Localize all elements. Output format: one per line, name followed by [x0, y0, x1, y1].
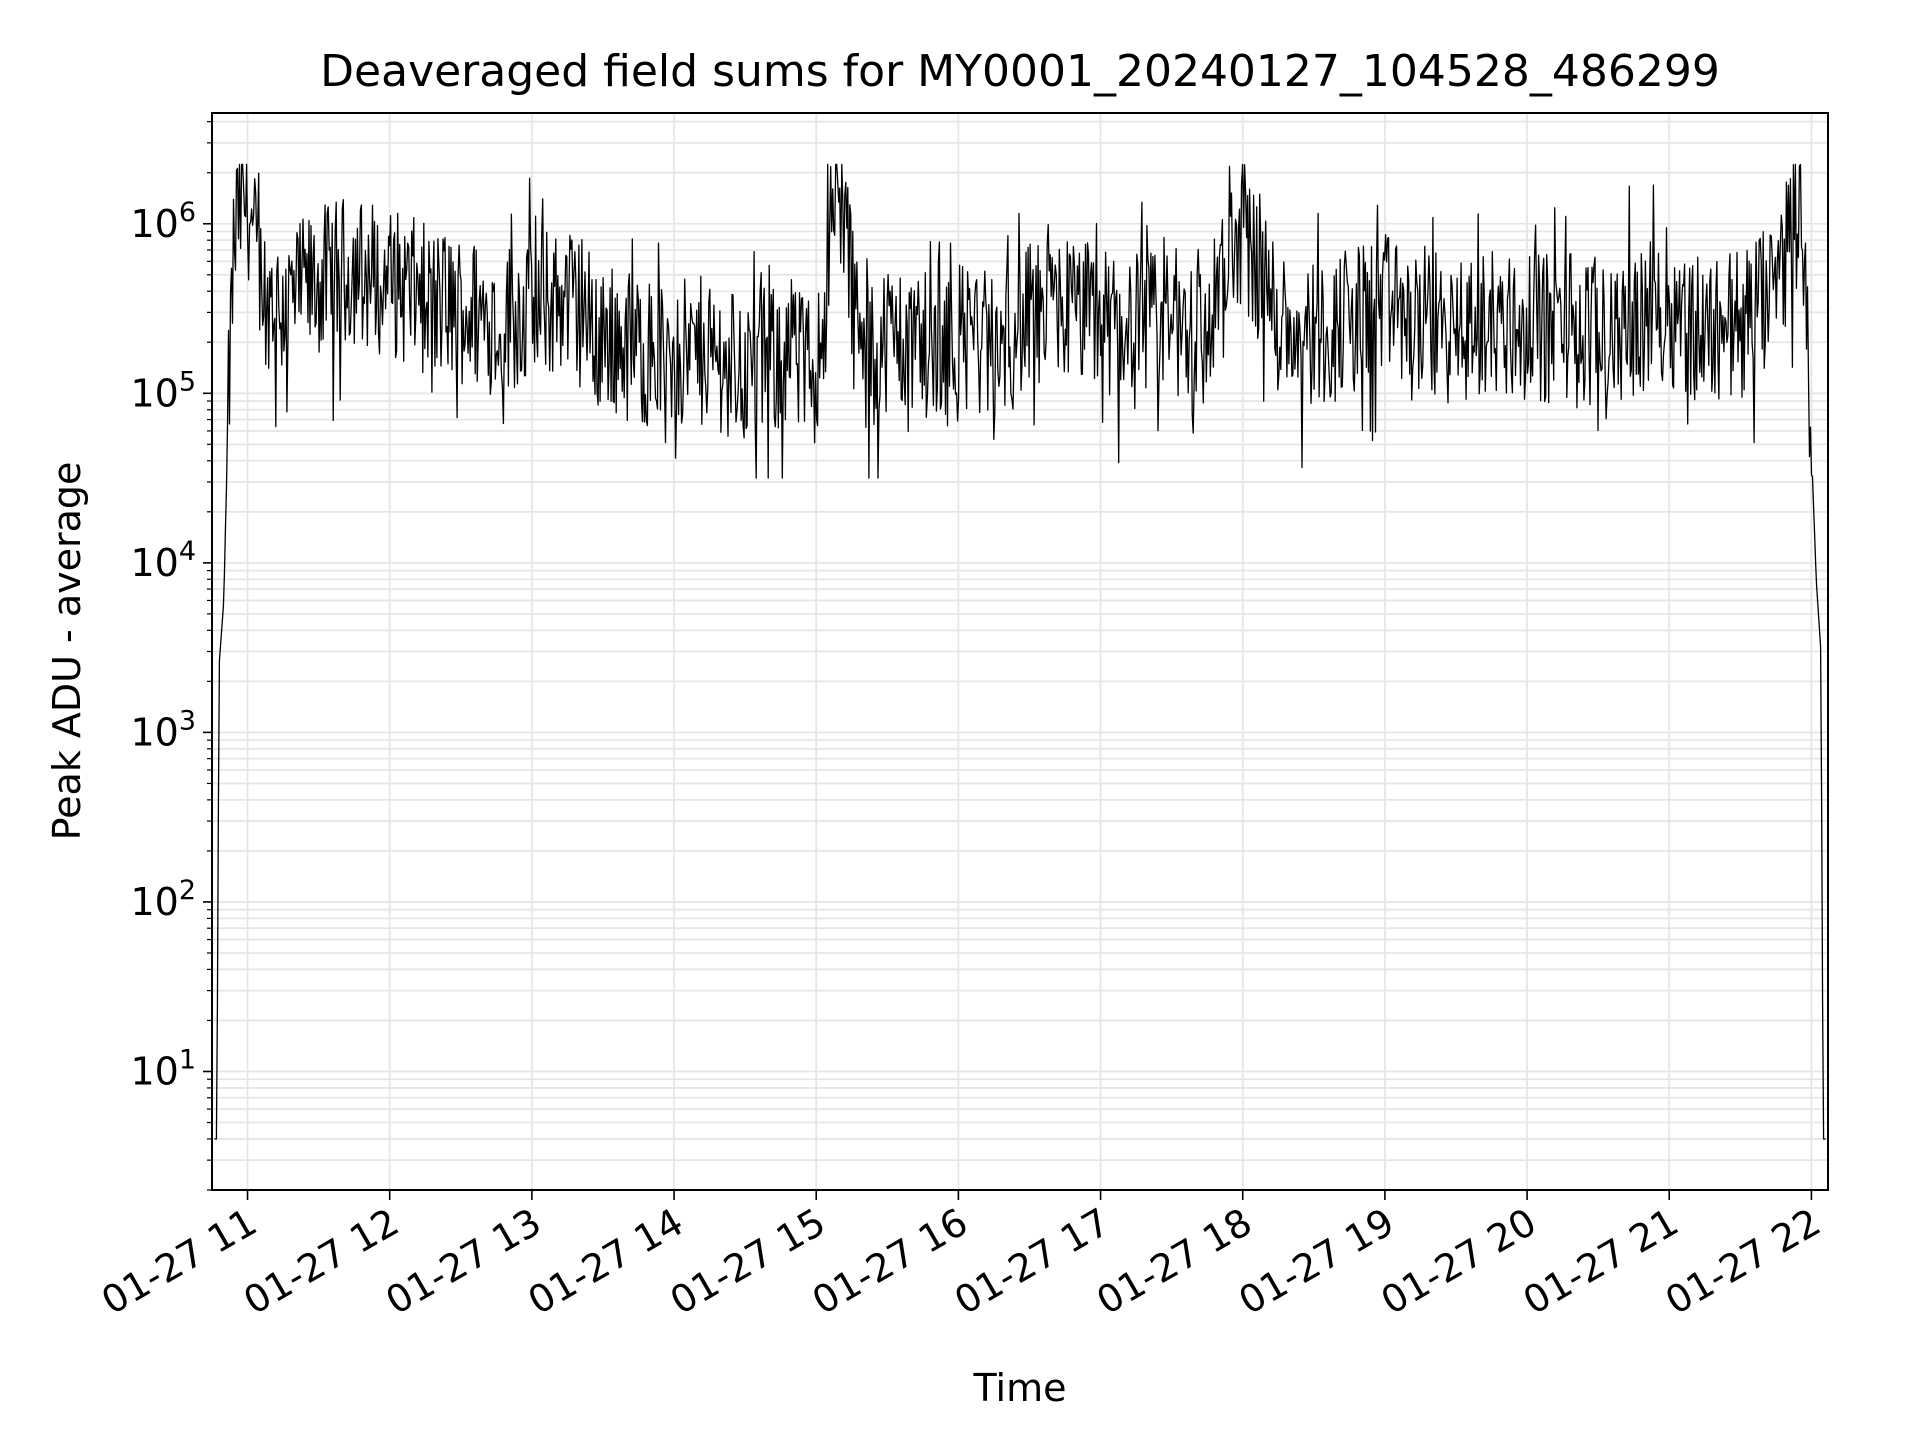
chart-title: Deaveraged field sums for MY0001_2024012… — [320, 46, 1720, 97]
x-axis-label: Time — [973, 1366, 1067, 1410]
y-axis-label: Peak ADU - average — [45, 462, 89, 841]
